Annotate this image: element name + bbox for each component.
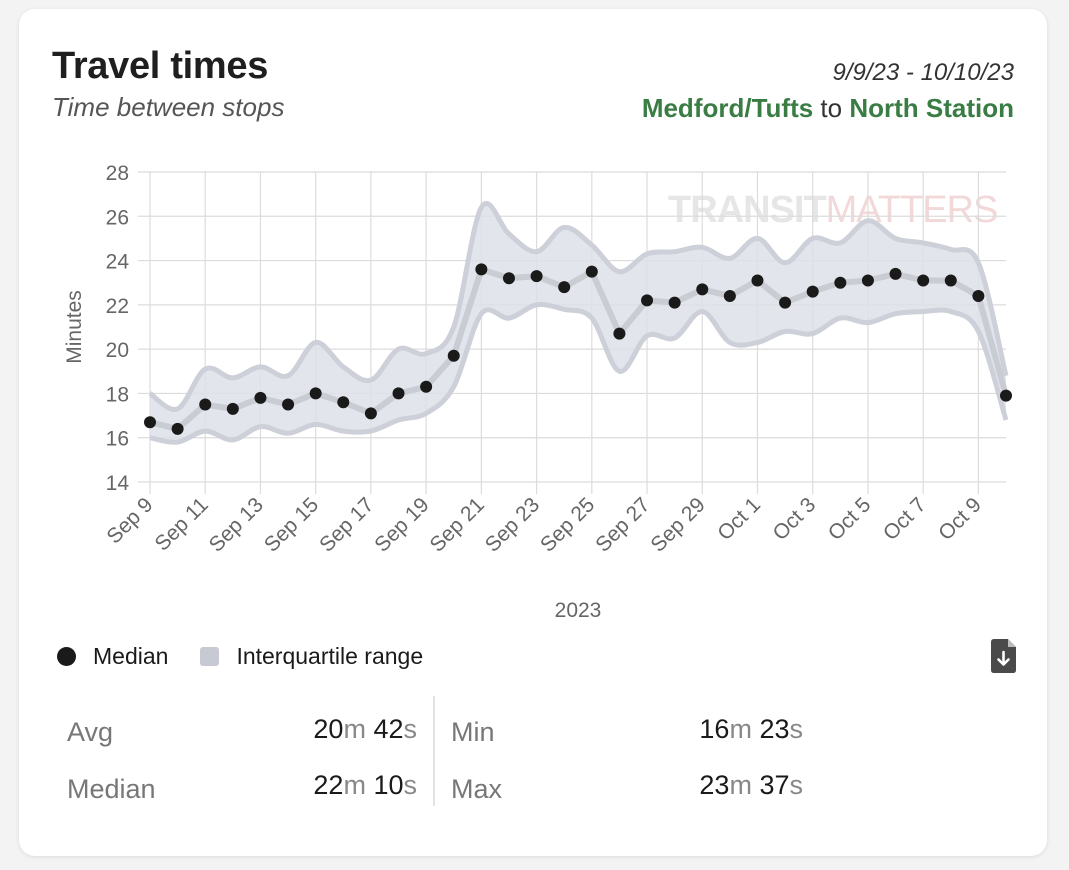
route-connector: to xyxy=(820,93,843,123)
x-tick-label: Sep 27 xyxy=(591,493,654,556)
stat-avg-value: 20m 42s xyxy=(313,714,417,744)
median-point xyxy=(641,294,654,307)
y-tick-label: 28 xyxy=(106,162,129,185)
x-tick-label: Sep 11 xyxy=(151,493,213,555)
median-point xyxy=(972,290,985,302)
iqr-upper-edge xyxy=(148,201,1009,412)
date-range: 9/9/23 - 10/10/23 xyxy=(832,59,1014,86)
median-point xyxy=(585,265,598,278)
median-point xyxy=(254,391,267,404)
y-axis-title: Minutes xyxy=(63,290,86,364)
y-tick-label: 14 xyxy=(106,472,130,495)
median-point xyxy=(226,402,239,415)
transitmatters-watermark: TRANSITMATTERS xyxy=(668,189,997,231)
y-tick-label: 16 xyxy=(106,428,129,451)
x-tick-label: Sep 29 xyxy=(646,493,709,556)
x-tick-label: Sep 21 xyxy=(426,493,489,556)
card-subtitle: Time between stops xyxy=(52,92,285,122)
median-point xyxy=(558,281,571,294)
median-point xyxy=(668,296,681,309)
legend-iqr-label[interactable]: Interquartile range xyxy=(236,642,424,669)
median-point xyxy=(834,276,847,289)
median-point xyxy=(613,327,626,340)
x-tick-label: Oct 5 xyxy=(824,493,876,545)
stat-min-value: 16m 23s xyxy=(699,714,803,744)
stat-max-label: Max xyxy=(451,774,503,804)
legend-median-label[interactable]: Median xyxy=(93,642,169,669)
median-point xyxy=(917,274,930,287)
median-point xyxy=(723,290,736,302)
median-point xyxy=(889,267,902,280)
x-tick-label: Sep 9 xyxy=(102,493,157,548)
y-tick-label: 18 xyxy=(106,383,129,406)
card-title: Travel times xyxy=(52,45,269,87)
median-point xyxy=(171,422,184,435)
x-tick-label: Oct 1 xyxy=(713,493,765,545)
stat-median-label: Median xyxy=(67,774,156,804)
x-tick-label: Oct 7 xyxy=(879,493,931,545)
to-stop-link[interactable]: North Station xyxy=(849,93,1014,123)
median-point xyxy=(392,387,405,400)
y-tick-label: 26 xyxy=(106,206,129,229)
stat-max-value: 23m 37s xyxy=(699,770,803,800)
median-point xyxy=(944,274,957,287)
median-point xyxy=(502,272,515,285)
median-point xyxy=(861,274,874,287)
iqr-lower-edge xyxy=(149,302,1009,445)
from-stop-link[interactable]: Medford/Tufts xyxy=(641,93,814,123)
median-point xyxy=(779,296,792,309)
median-point xyxy=(309,387,322,400)
median-point xyxy=(696,283,709,296)
route-description: Medford/Tufts to North Station xyxy=(642,93,1014,124)
y-tick-label: 22 xyxy=(106,295,129,318)
median-dot-icon xyxy=(57,646,76,666)
median-point xyxy=(1000,389,1012,402)
x-tick-label: Sep 19 xyxy=(370,493,433,556)
chart-legend: Median Interquartile range xyxy=(57,641,423,671)
median-point xyxy=(806,285,819,298)
median-point xyxy=(199,398,212,411)
iqr-band xyxy=(150,203,1006,443)
stat-min-label: Min xyxy=(451,717,495,747)
x-tick-label: Sep 13 xyxy=(205,493,268,556)
stat-avg-label: Avg xyxy=(67,717,114,747)
iqr-square-icon xyxy=(200,646,220,666)
median-point xyxy=(475,263,488,276)
median-point xyxy=(530,270,543,283)
download-file-icon[interactable] xyxy=(991,639,1016,673)
median-point xyxy=(337,396,350,409)
stats-divider xyxy=(433,696,435,806)
median-point xyxy=(420,380,433,393)
x-tick-label: Sep 15 xyxy=(260,493,323,556)
median-point xyxy=(282,398,295,411)
x-tick-label: Sep 17 xyxy=(315,493,378,556)
x-tick-label: Sep 23 xyxy=(481,493,544,556)
y-tick-label: 24 xyxy=(106,251,130,274)
median-point xyxy=(751,274,764,287)
median-point xyxy=(144,416,156,429)
x-tick-label: Oct 3 xyxy=(768,493,820,545)
x-tick-label: Sep 25 xyxy=(536,493,599,556)
y-tick-label: 20 xyxy=(106,339,129,362)
median-point xyxy=(447,349,460,362)
x-tick-label: Oct 9 xyxy=(934,493,986,545)
stat-median-value: 22m 10s xyxy=(313,770,417,800)
median-point xyxy=(364,407,377,420)
x-axis-title: 2023 xyxy=(555,599,602,622)
